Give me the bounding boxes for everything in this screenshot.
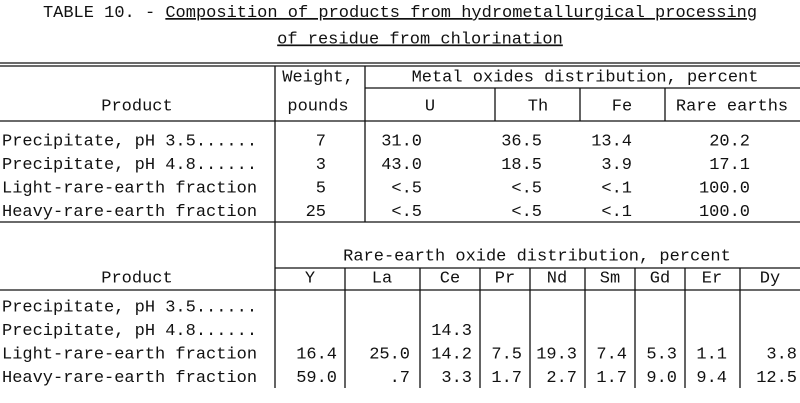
column-header: Fe [612, 97, 632, 116]
column-header: Er [702, 269, 722, 288]
cell: <.5 [511, 179, 542, 198]
cell: <.1 [601, 179, 632, 198]
group-header: Metal oxides distribution, percent [412, 68, 759, 87]
cell: 25 [306, 203, 326, 222]
row-label: Precipitate, pH 3.5...... [2, 298, 257, 317]
cell: 9.4 [696, 369, 727, 388]
title-prefix: TABLE 10. - [43, 4, 155, 23]
column-header: Dy [760, 269, 780, 288]
column-header: Weight, [282, 68, 353, 87]
title: TABLE 10. - Composition of products from… [43, 4, 757, 23]
cell: 20.2 [709, 132, 750, 151]
row-label: Precipitate, pH 4.8...... [2, 322, 257, 341]
cell: 9.0 [646, 369, 677, 388]
column-header: Rare earths [676, 97, 788, 116]
cell: 100.0 [699, 179, 750, 198]
cell: 3 [316, 156, 326, 175]
cell: 3.8 [766, 345, 797, 364]
cell: 12.5 [756, 369, 797, 388]
cell: 25.0 [369, 345, 410, 364]
cell: .7 [390, 369, 410, 388]
cell: 59.0 [296, 369, 337, 388]
column-header: Product [101, 97, 172, 116]
column-header: Gd [650, 269, 670, 288]
cell: 1.1 [696, 345, 727, 364]
column-header: La [372, 269, 392, 288]
row-label: Light-rare-earth fraction [2, 179, 257, 198]
column-header: Th [528, 97, 548, 116]
cell: <.5 [391, 203, 422, 222]
cell: 31.0 [381, 132, 422, 151]
cell: 2.7 [546, 369, 577, 388]
cell: 19.3 [536, 345, 577, 364]
column-header: pounds [287, 97, 348, 116]
row-label: Precipitate, pH 3.5...... [2, 132, 257, 151]
cell: <.1 [601, 203, 632, 222]
column-header: Sm [600, 269, 620, 288]
cell: 3.3 [441, 369, 472, 388]
cell: 1.7 [491, 369, 522, 388]
cell: <.5 [511, 203, 542, 222]
cell: 14.3 [431, 322, 472, 341]
cell: 1.7 [596, 369, 627, 388]
cell: 3.9 [601, 156, 632, 175]
cell: 18.5 [501, 156, 542, 175]
cell: 5 [316, 179, 326, 198]
cell: 100.0 [699, 203, 750, 222]
column-header: Pr [495, 269, 515, 288]
cell: 7.5 [491, 345, 522, 364]
cell: 36.5 [501, 132, 542, 151]
column-header: Y [305, 269, 315, 288]
title-line: of residue from chlorination [277, 30, 563, 49]
column-header: U [425, 97, 435, 116]
column-header: Ce [440, 269, 460, 288]
row-label: Light-rare-earth fraction [2, 345, 257, 364]
cell: 16.4 [296, 345, 337, 364]
row-label: Heavy-rare-earth fraction [2, 203, 257, 222]
cell: 17.1 [709, 156, 750, 175]
group-header: Rare-earth oxide distribution, percent [343, 247, 731, 266]
column-header: Product [101, 269, 172, 288]
cell: <.5 [391, 179, 422, 198]
column-header: Nd [547, 269, 567, 288]
title-line: Composition of products from hydrometall… [165, 4, 757, 23]
row-label: Precipitate, pH 4.8...... [2, 156, 257, 175]
cell: 43.0 [381, 156, 422, 175]
cell: 13.4 [591, 132, 632, 151]
cell: 5.3 [646, 345, 677, 364]
cell: 7 [316, 132, 326, 151]
cell: 7.4 [596, 345, 627, 364]
cell: 14.2 [431, 345, 472, 364]
row-label: Heavy-rare-earth fraction [2, 369, 257, 388]
